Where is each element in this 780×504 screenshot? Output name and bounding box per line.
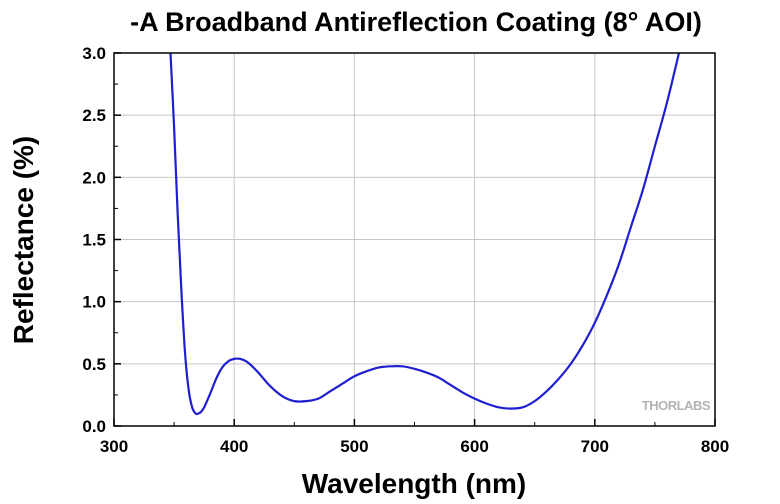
y-tick-label-0.5: 0.5 bbox=[82, 355, 106, 374]
axis-ticks bbox=[113, 52, 716, 427]
watermark-layer: THORLABS bbox=[642, 398, 712, 413]
y-tick-label-1.0: 1.0 bbox=[82, 293, 106, 312]
y-tick-label-3.0: 3.0 bbox=[82, 44, 106, 63]
y-tick-label-0.0: 0.0 bbox=[82, 417, 106, 436]
x-tick-label-700: 700 bbox=[581, 437, 609, 456]
x-tick-label-600: 600 bbox=[460, 437, 488, 456]
y-tick-labels: 0.0 0.5 1.0 1.5 2.0 2.5 3.0 bbox=[82, 44, 106, 436]
reflectance-series-line bbox=[169, 52, 681, 416]
x-axis-label: Wavelength (nm) bbox=[302, 468, 527, 499]
chart-title: -A Broadband Antireflection Coating (8° … bbox=[130, 7, 702, 37]
x-tick-label-400: 400 bbox=[220, 437, 248, 456]
thorlabs-watermark: THORLABS bbox=[642, 398, 711, 413]
y-tick-label-2.0: 2.0 bbox=[82, 168, 106, 187]
y-tick-label-2.5: 2.5 bbox=[82, 106, 106, 125]
y-tick-label-1.5: 1.5 bbox=[82, 231, 106, 250]
x-tick-label-800: 800 bbox=[701, 437, 729, 456]
series-layer bbox=[169, 52, 681, 416]
x-tick-label-500: 500 bbox=[340, 437, 368, 456]
x-tick-labels: 300 400 500 600 700 800 bbox=[100, 437, 729, 456]
x-tick-label-300: 300 bbox=[100, 437, 128, 456]
y-axis-label: Reflectance (%) bbox=[8, 136, 39, 345]
grid-lines bbox=[114, 53, 715, 426]
